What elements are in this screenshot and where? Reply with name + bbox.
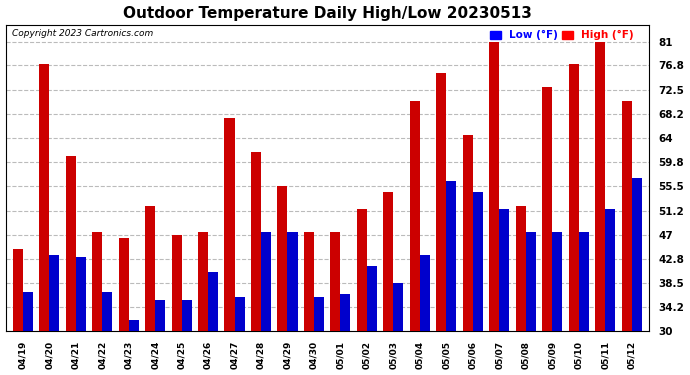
Legend: Low (°F), High (°F): Low (°F), High (°F) (486, 26, 638, 45)
Bar (12, 249, 23, 332)
Bar (172, 235, 181, 332)
Bar (235, 297, 245, 332)
Bar (251, 152, 261, 332)
Title: Outdoor Temperature Daily High/Low 20230513: Outdoor Temperature Daily High/Low 20230… (123, 6, 531, 21)
Bar (622, 101, 631, 332)
Bar (155, 300, 165, 332)
Bar (552, 232, 562, 332)
Bar (384, 192, 393, 332)
Bar (76, 258, 86, 332)
Bar (49, 255, 59, 332)
Bar (102, 292, 112, 332)
Bar (198, 232, 208, 332)
Bar (605, 209, 615, 332)
Bar (39, 64, 49, 332)
Bar (526, 232, 536, 332)
Bar (367, 266, 377, 332)
Bar (500, 209, 509, 332)
Bar (340, 294, 351, 332)
Bar (314, 297, 324, 332)
Bar (579, 232, 589, 332)
Bar (145, 206, 155, 332)
Bar (304, 232, 314, 332)
Bar (357, 209, 367, 332)
Bar (631, 178, 642, 332)
Bar (436, 73, 446, 332)
Bar (595, 42, 605, 332)
Bar (261, 232, 271, 332)
Bar (420, 255, 430, 332)
Bar (128, 320, 139, 332)
Bar (92, 232, 102, 332)
Text: Copyright 2023 Cartronics.com: Copyright 2023 Cartronics.com (12, 29, 153, 38)
Bar (224, 118, 235, 332)
Bar (515, 206, 526, 332)
Bar (66, 156, 76, 332)
Bar (410, 101, 420, 332)
Bar (569, 64, 579, 332)
Bar (277, 186, 288, 332)
Bar (542, 87, 552, 332)
Bar (463, 135, 473, 332)
Bar (23, 292, 33, 332)
Bar (208, 272, 218, 332)
Bar (288, 232, 297, 332)
Bar (181, 300, 192, 332)
Bar (331, 232, 340, 332)
Bar (393, 283, 404, 332)
Bar (473, 192, 483, 332)
Bar (119, 238, 128, 332)
Bar (446, 181, 456, 332)
Bar (489, 42, 500, 332)
